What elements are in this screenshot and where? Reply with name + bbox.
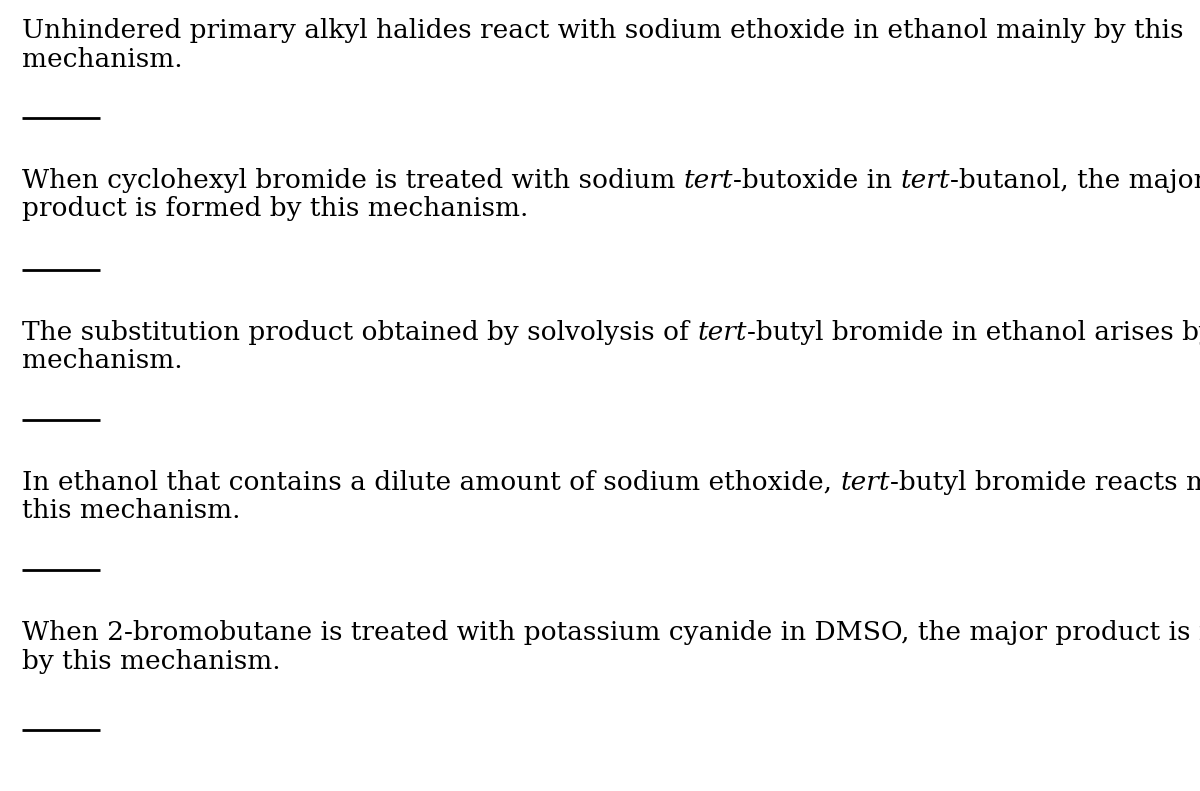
Text: mechanism.: mechanism. bbox=[22, 348, 182, 373]
Text: -butanol, the major: -butanol, the major bbox=[950, 168, 1200, 193]
Text: tert: tert bbox=[840, 470, 890, 495]
Text: tert: tert bbox=[901, 168, 950, 193]
Text: -butyl bromide reacts mainly by: -butyl bromide reacts mainly by bbox=[890, 470, 1200, 495]
Text: Unhindered primary alkyl halides react with sodium ethoxide in ethanol mainly by: Unhindered primary alkyl halides react w… bbox=[22, 18, 1183, 72]
Text: tert: tert bbox=[697, 320, 746, 345]
Text: product is formed by this mechanism.: product is formed by this mechanism. bbox=[22, 196, 528, 221]
Text: tert: tert bbox=[684, 168, 733, 193]
Text: When 2-bromobutane is treated with potassium cyanide in DMSO, the major product : When 2-bromobutane is treated with potas… bbox=[22, 620, 1200, 674]
Text: -butoxide in: -butoxide in bbox=[733, 168, 901, 193]
Text: -butyl bromide in ethanol arises by this: -butyl bromide in ethanol arises by this bbox=[746, 320, 1200, 345]
Text: When cyclohexyl bromide is treated with sodium: When cyclohexyl bromide is treated with … bbox=[22, 168, 684, 193]
Text: In ethanol that contains a dilute amount of sodium ethoxide,: In ethanol that contains a dilute amount… bbox=[22, 470, 840, 495]
Text: The substitution product obtained by solvolysis of: The substitution product obtained by sol… bbox=[22, 320, 697, 345]
Text: this mechanism.: this mechanism. bbox=[22, 498, 240, 523]
